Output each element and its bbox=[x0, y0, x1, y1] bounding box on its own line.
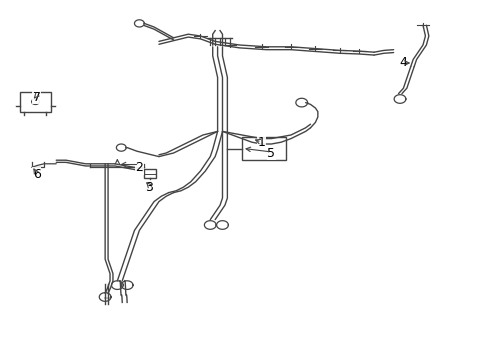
Text: 1: 1 bbox=[257, 136, 265, 149]
Text: 4: 4 bbox=[399, 57, 407, 69]
Text: 5: 5 bbox=[267, 147, 275, 159]
Bar bbox=[144, 169, 156, 178]
Bar bbox=[20, 92, 51, 112]
Bar bbox=[242, 137, 285, 160]
Text: 3: 3 bbox=[145, 181, 153, 194]
Text: 6: 6 bbox=[33, 168, 41, 181]
Text: 2: 2 bbox=[135, 161, 143, 174]
Text: 7: 7 bbox=[33, 91, 41, 104]
